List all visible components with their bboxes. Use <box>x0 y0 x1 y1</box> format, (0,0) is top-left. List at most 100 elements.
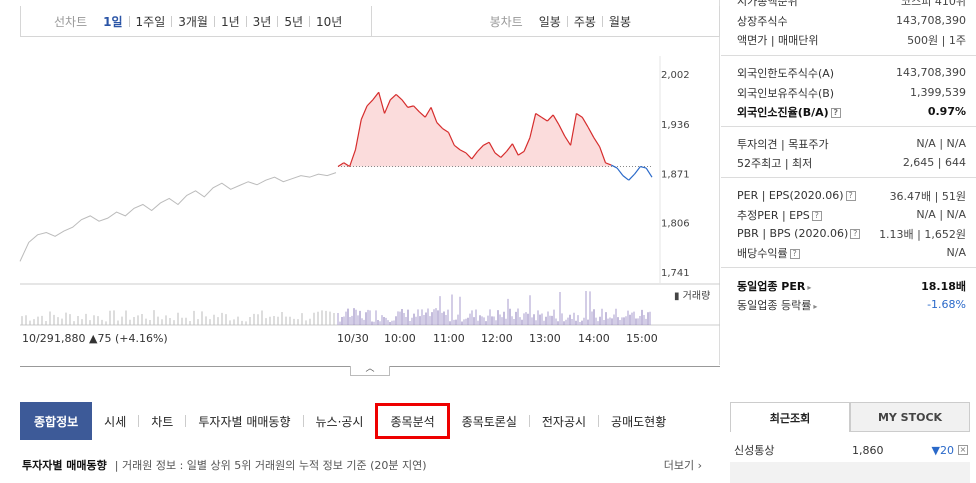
tab-overview[interactable]: 종합정보 <box>20 402 93 440</box>
period-3m[interactable]: 3개월 <box>178 14 208 29</box>
foreign-ratio-text: 외국인소진율(B/A) <box>737 105 829 119</box>
recent-empty-row <box>730 462 970 483</box>
price-segment <box>535 112 542 118</box>
market-cap-rank-row: 시가총액순위 코스피 410위 <box>737 0 966 10</box>
help-icon[interactable]: ? <box>789 248 800 259</box>
recent-item-name[interactable]: 신성통상 <box>734 444 775 457</box>
price-segment <box>552 114 560 126</box>
pbr-label: PBR | BPS (2020.06)? <box>737 227 861 240</box>
per-text: PER | EPS(2020.06) <box>737 189 844 202</box>
sector-rate-text[interactable]: 동일업종 등락률 <box>737 298 812 312</box>
period-1d[interactable]: 1일 <box>103 14 123 29</box>
prev-day-summary: 1,880 ▲75 (+4.16%) <box>54 332 168 345</box>
x-tick-label: 14:00 <box>578 332 610 345</box>
market-cap-rank-label: 시가총액순위 <box>737 0 798 8</box>
help-icon[interactable]: ? <box>811 210 822 221</box>
x-tick-label: 15:00 <box>626 332 658 345</box>
price-segment <box>372 91 380 101</box>
more-link[interactable]: 더보기 › <box>664 457 702 473</box>
period-1w[interactable]: 1주일 <box>135 14 166 29</box>
opinion-row: 투자의견 | 목표주가 N/A | N/A <box>737 134 966 153</box>
tab-chart[interactable]: 차트 <box>151 414 174 429</box>
divider <box>309 15 311 27</box>
price-segment <box>383 99 391 114</box>
chevron-right-icon: ▸ <box>807 282 812 292</box>
price-segment <box>465 152 473 160</box>
period-5y[interactable]: 5년 <box>284 14 304 29</box>
sector-rate-label[interactable]: 동일업종 등락률 ▸ <box>737 297 817 313</box>
price-segment <box>354 119 362 150</box>
period-10y[interactable]: 10년 <box>316 14 343 29</box>
divider <box>128 15 130 27</box>
est-per-text: 추정PER | EPS <box>737 208 810 222</box>
more-link-text[interactable]: 더보기 <box>663 459 695 472</box>
close-icon[interactable]: × <box>958 445 968 455</box>
price-segment <box>581 116 589 128</box>
opinion-label: 투자의견 | 목표주가 <box>737 137 829 151</box>
pbr-value: 1.13배 | 1,652원 <box>879 227 966 241</box>
chart-section: 선차트 1일 1주일 3개월 1년 3년 5년 10년 봉차트 일봉 주봉 <box>0 0 720 365</box>
price-chart[interactable]: 2,002 1,936 1,871 1,806 1,741 ▮ 거래량 10/29 10/30… <box>0 0 720 365</box>
x-tick-label: 10/29 <box>22 332 54 345</box>
sector-per-text[interactable]: 동일업종 PER <box>737 279 806 293</box>
tab-investor-trading[interactable]: 투자자별 매매동향 <box>198 414 291 429</box>
divider <box>528 415 530 427</box>
tab-short-selling[interactable]: 공매도현황 <box>611 414 667 429</box>
help-icon[interactable]: ? <box>850 229 861 239</box>
price-segment <box>645 167 653 178</box>
price-segment <box>483 141 490 146</box>
price-segment <box>506 143 513 152</box>
price-segment <box>453 144 461 151</box>
tab-price[interactable]: 시세 <box>104 414 127 429</box>
candle-chart-periods: 봉차트 일봉 주봉 월봉 <box>371 6 721 36</box>
candle-daily[interactable]: 일봉 <box>538 14 561 29</box>
price-segment <box>378 92 386 114</box>
divider <box>721 126 976 127</box>
market-cap-rank-value: 코스피 410위 <box>901 0 966 8</box>
price-segment <box>622 175 630 181</box>
y-tick-label: 1,871 <box>661 169 690 180</box>
52w-row: 52주최고 | 최저 2,645 | 644 <box>737 153 966 172</box>
price-segment <box>424 107 432 118</box>
foreign-limit-value: 143,708,390 <box>896 66 966 79</box>
period-3y[interactable]: 3년 <box>252 14 272 29</box>
listed-shares-value: 143,708,390 <box>896 14 966 27</box>
chevron-right-icon: ▸ <box>813 301 818 311</box>
period-bar: 선차트 1일 1주일 3개월 1년 3년 5년 10년 봉차트 일봉 주봉 <box>20 6 720 37</box>
divider <box>245 15 247 27</box>
tab-news[interactable]: 뉴스·공시 <box>315 414 364 429</box>
recent-item[interactable]: 신성통상 1,860 ▼20 × <box>734 442 970 458</box>
price-segment <box>517 150 525 156</box>
price-segment <box>564 135 572 146</box>
x-tick-label: 13:00 <box>529 332 561 345</box>
tab-my-stock[interactable]: MY STOCK <box>850 402 970 432</box>
price-segment <box>616 167 624 177</box>
dividend-value: N/A <box>946 246 966 259</box>
price-segment <box>523 137 531 152</box>
tab-analysis[interactable]: 종목분석 <box>375 403 450 439</box>
main-tabs: 종합정보 시세 차트 투자자별 매매동향 뉴스·공시 종목분석 종목토론실 전자… <box>20 402 706 440</box>
listed-shares-label: 상장주식수 <box>737 14 788 28</box>
price-segment <box>413 105 420 113</box>
sector-rate-value: -1.68% <box>927 298 966 311</box>
x-tick-label: 10:00 <box>384 332 416 345</box>
per-label: PER | EPS(2020.06)? <box>737 189 856 202</box>
divider <box>721 55 976 56</box>
volume-label: ▮ 거래량 <box>674 290 710 302</box>
face-value-value: 500원 | 1주 <box>907 33 966 47</box>
listed-shares-row: 상장주식수 143,708,390 <box>737 11 966 30</box>
tab-disclosure[interactable]: 전자공시 <box>541 414 587 429</box>
recent-item-change: ▼20 <box>931 443 954 457</box>
candle-monthly[interactable]: 월봉 <box>608 14 631 29</box>
collapse-chart-button[interactable]: ︿ <box>350 365 390 376</box>
recent-tabs: 최근조회 MY STOCK <box>730 402 970 432</box>
per-value: 36.47배 | 51원 <box>889 189 966 203</box>
help-icon[interactable]: ? <box>830 107 841 118</box>
recent-item-price: 1,860 <box>852 443 884 457</box>
help-icon[interactable]: ? <box>845 191 856 201</box>
sector-per-label[interactable]: 동일업종 PER ▸ <box>737 278 811 294</box>
period-1y[interactable]: 1년 <box>220 14 240 29</box>
tab-recent[interactable]: 최근조회 <box>730 402 850 432</box>
candle-weekly[interactable]: 주봉 <box>573 14 596 29</box>
tab-discussion[interactable]: 종목토론실 <box>461 414 517 429</box>
